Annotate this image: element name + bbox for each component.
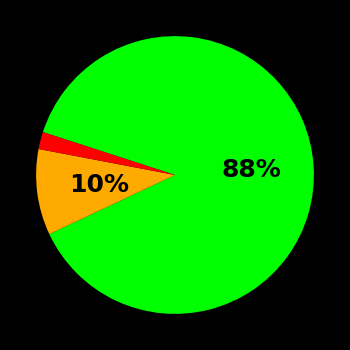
Text: 88%: 88% <box>221 158 281 182</box>
Wedge shape <box>36 149 175 234</box>
Wedge shape <box>38 132 175 175</box>
Wedge shape <box>43 36 314 314</box>
Text: 10%: 10% <box>69 173 129 197</box>
